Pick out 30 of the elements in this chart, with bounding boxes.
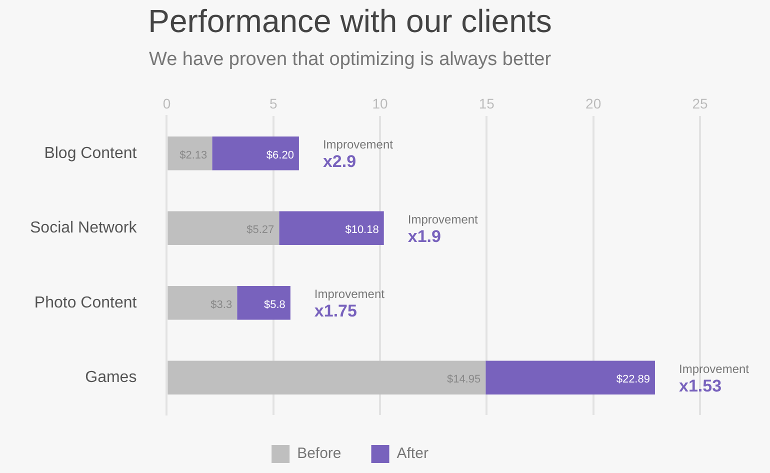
annotation: Improvement x1.53	[678, 362, 750, 396]
bar	[168, 211, 280, 245]
bar	[168, 286, 238, 320]
annotation: Improvement x1.9	[408, 212, 479, 246]
annotation: Improvement x1.75	[314, 287, 386, 321]
annotation: Improvement x2.9	[322, 138, 394, 172]
x-tick-label: 5	[269, 95, 278, 112]
y-tick-label: Blog Content	[44, 144, 138, 162]
x-tick-label: 10	[372, 95, 388, 112]
y-tick-label: Photo Content	[34, 294, 138, 312]
y-tick-label: Social Network	[30, 220, 138, 237]
bar	[168, 360, 486, 394]
total-label: $22.89	[616, 374, 650, 386]
bar	[212, 136, 299, 170]
legend-label: After	[396, 445, 428, 462]
bar	[168, 136, 212, 170]
legend-label: Before	[297, 445, 342, 462]
y-tick-label: Games	[85, 369, 137, 386]
total-label: $5.8	[264, 298, 286, 311]
chart-subtitle: We have proven that optimizing is always better	[148, 49, 552, 70]
bar	[279, 211, 384, 245]
x-tick-label: 0	[162, 95, 171, 112]
bar	[237, 286, 290, 320]
bar	[486, 360, 655, 394]
total-label: $10.18	[345, 224, 379, 236]
x-tick-label: 20	[586, 95, 602, 112]
x-tick-label: 25	[692, 95, 708, 112]
total-label: $6.20	[266, 149, 294, 162]
chart-title: Performance with our clients	[148, 3, 552, 40]
x-tick-label: 15	[478, 95, 495, 112]
